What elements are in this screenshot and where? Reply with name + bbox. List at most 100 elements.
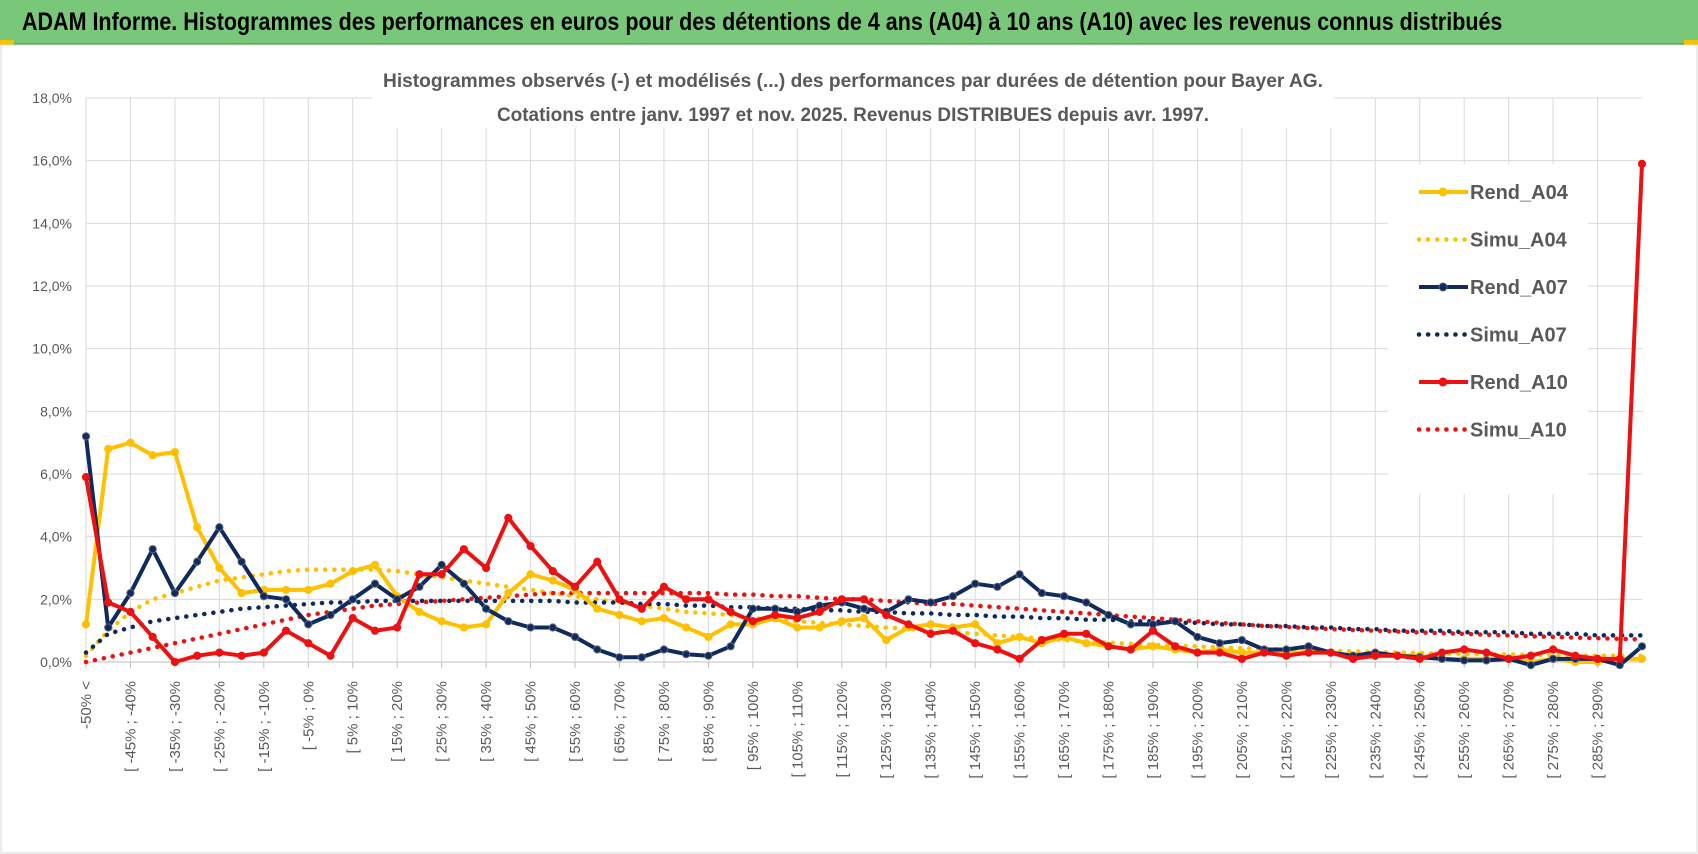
data-point-Rend_A07 (81, 432, 91, 441)
data-point-Rend_A10 (859, 595, 869, 604)
data-point-Rend_A10 (259, 648, 268, 657)
data-point-Rend_A10 (1326, 648, 1335, 657)
data-point-Rend_A07 (726, 642, 735, 651)
legend-label: Simu_A04 (1470, 230, 1568, 252)
data-point-Rend_A10 (1637, 159, 1647, 168)
x-tick-label: [ 245% ; 250% (1412, 681, 1429, 779)
data-point-Rend_A10 (1059, 629, 1069, 638)
data-point-Rend_A04 (482, 620, 491, 629)
data-point-Rend_A10 (1371, 651, 1380, 660)
data-point-Rend_A07 (1037, 588, 1046, 598)
y-tick-label: 2,0% (40, 591, 72, 607)
data-point-Rend_A04 (548, 576, 557, 585)
data-point-Rend_A07 (526, 623, 535, 632)
data-point-Rend_A07 (348, 595, 357, 604)
data-point-Rend_A04 (615, 610, 624, 620)
data-point-Rend_A07 (370, 579, 380, 588)
data-point-Rend_A07 (570, 632, 580, 642)
data-point-Rend_A04 (170, 447, 180, 457)
data-point-Rend_A04 (526, 570, 535, 579)
y-tick-label: 16,0% (32, 153, 72, 169)
x-tick-label: [ 95% ; 100% (745, 681, 762, 770)
x-tick-label: [ 125% ; 130% (878, 681, 895, 779)
data-point-Rend_A10 (1593, 654, 1602, 663)
x-tick-label: [ 145% ; 150% (967, 681, 984, 779)
data-point-Rend_A10 (415, 570, 424, 579)
x-tick-label: [ -25% ; -20% (211, 681, 228, 772)
legend-item-Simu_A04: Simu_A04 (1416, 230, 1568, 252)
data-point-Rend_A10 (215, 648, 224, 657)
x-axis-ticks: -50% < [ -45% ; -40% [ -35% ; -30% [ -25% ;… (78, 681, 1607, 779)
legend-item-Rend_A10: Rend_A10 (1419, 372, 1568, 394)
data-point-Rend_A04 (104, 444, 113, 454)
x-tick-label: [ 15% ; 20% (389, 681, 406, 762)
x-tick-label: [ 265% ; 270% (1501, 681, 1518, 779)
grid-lines (85, 97, 1642, 668)
data-point-Rend_A10 (948, 626, 958, 635)
data-point-Rend_A10 (882, 610, 891, 620)
data-point-Rend_A10 (837, 595, 846, 604)
data-point-Rend_A04 (971, 620, 980, 629)
data-point-Rend_A10 (237, 651, 246, 660)
data-point-Rend_A07 (948, 592, 958, 601)
data-point-Rend_A10 (1215, 648, 1224, 657)
data-point-Rend_A07 (1482, 656, 1491, 665)
legend-label: Rend_A10 (1470, 372, 1568, 394)
data-point-Rend_A07 (148, 545, 157, 554)
series-Simu_A04 (83, 567, 1645, 659)
x-tick-label: [ 5% ; 10% (345, 681, 362, 754)
x-tick-label: [ -15% ; -10% (256, 681, 273, 772)
title-background (372, 60, 1334, 128)
legend-item-Simu_A07: Simu_A07 (1416, 325, 1567, 347)
legend-marker (1438, 187, 1448, 197)
data-point-Rend_A10 (1015, 654, 1024, 663)
data-point-Rend_A10 (1571, 651, 1580, 660)
y-tick-label: 10,0% (32, 341, 72, 357)
data-point-Rend_A10 (682, 595, 691, 604)
data-point-Rend_A10 (104, 598, 113, 607)
series-Rend_A10 (81, 159, 1647, 667)
legend-label: Simu_A07 (1470, 325, 1567, 347)
data-point-Rend_A04 (281, 585, 291, 595)
data-point-Rend_A10 (1193, 648, 1202, 657)
legend-background (1388, 164, 1588, 494)
legend-marker (1438, 377, 1448, 387)
data-point-Rend_A10 (148, 632, 157, 642)
x-tick-label: [ 175% ; 180% (1101, 681, 1118, 779)
x-tick-label: [ 255% ; 260% (1456, 681, 1473, 779)
data-point-Rend_A10 (482, 563, 491, 573)
y-tick-label: 4,0% (40, 529, 72, 545)
data-point-Rend_A10 (993, 645, 1002, 654)
data-point-Rend_A10 (971, 639, 980, 648)
y-tick-label: 0,0% (40, 654, 72, 670)
data-point-Rend_A10 (726, 607, 735, 616)
x-tick-label: [ -35% ; -30% (167, 681, 184, 772)
data-point-Rend_A10 (1437, 648, 1447, 657)
report-title: ADAM Informe. Histogrammes des performan… (22, 8, 1503, 36)
data-point-Rend_A10 (1526, 651, 1535, 660)
data-point-Rend_A10 (1104, 642, 1113, 651)
x-tick-label: [ 25% ; 30% (434, 681, 451, 762)
data-point-Rend_A04 (1148, 642, 1158, 651)
data-point-Rend_A07 (1215, 639, 1224, 648)
data-point-Rend_A07 (237, 557, 246, 566)
data-point-Rend_A10 (1082, 629, 1091, 638)
corner-mark-right (1684, 40, 1698, 45)
data-point-Rend_A10 (526, 541, 535, 551)
data-point-Rend_A10 (370, 626, 380, 635)
data-point-Rend_A07 (548, 623, 557, 632)
data-point-Rend_A04 (682, 623, 691, 632)
data-point-Rend_A10 (1348, 654, 1358, 663)
x-tick-label: [ 55% ; 60% (567, 681, 584, 762)
data-point-Rend_A10 (1304, 648, 1313, 657)
data-point-Rend_A07 (504, 617, 513, 626)
data-point-Rend_A04 (504, 588, 513, 598)
data-point-Rend_A10 (659, 582, 669, 591)
data-point-Rend_A10 (348, 614, 357, 623)
data-point-Rend_A10 (504, 513, 513, 522)
data-point-Rend_A10 (748, 617, 757, 626)
data-point-Rend_A10 (1415, 654, 1424, 663)
y-tick-label: 18,0% (32, 90, 72, 106)
data-point-Rend_A07 (104, 623, 113, 632)
data-point-Rend_A04 (81, 620, 91, 629)
